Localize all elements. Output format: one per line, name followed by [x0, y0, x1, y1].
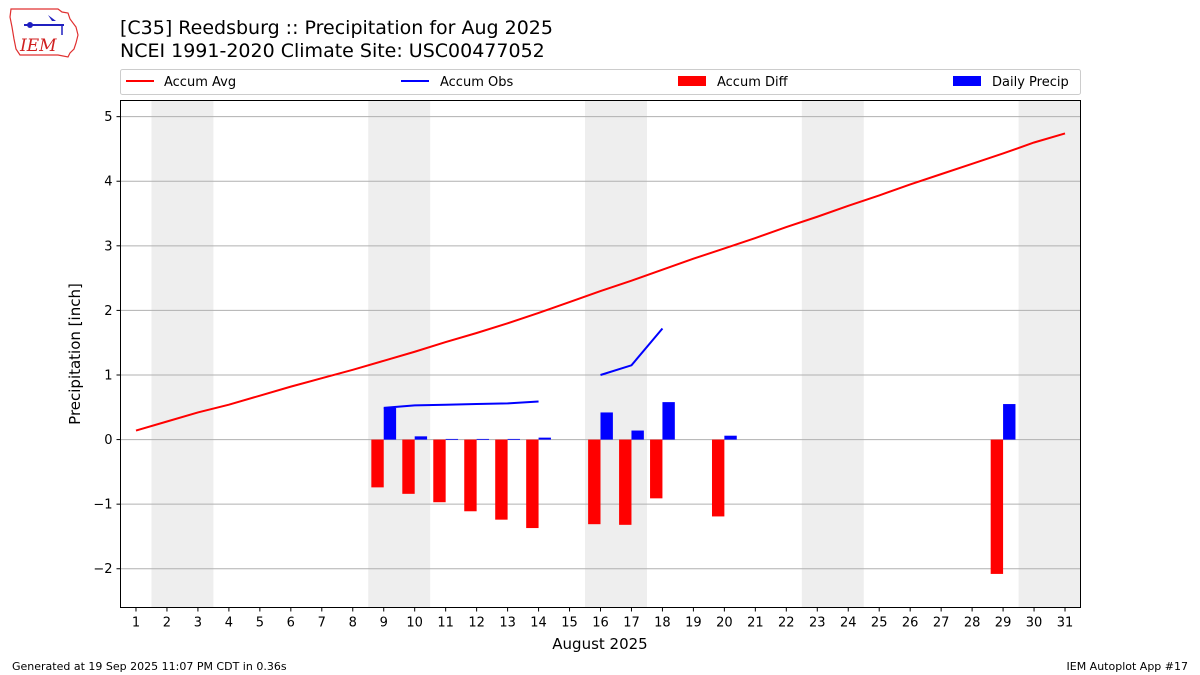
legend-label-accum-obs: Accum Obs — [440, 75, 513, 90]
legend-label-daily-precip: Daily Precip — [992, 75, 1069, 90]
x-tick-label-28: 28 — [964, 616, 981, 631]
y-tick-label-7: 5 — [104, 110, 112, 125]
legend-label-accum-avg: Accum Avg — [164, 75, 236, 90]
x-tick-label-12: 12 — [468, 616, 485, 631]
bars — [371, 402, 1016, 574]
x-tick-label-4: 4 — [225, 616, 233, 631]
y-tick-label-3: 1 — [104, 368, 112, 383]
legend-swatch-accum-diff — [678, 76, 706, 86]
x-tick-label-17: 17 — [623, 616, 640, 631]
accum-diff-bar-17 — [619, 439, 632, 525]
legend: Accum Avg Accum Obs Accum Diff Daily Pre… — [120, 69, 1081, 95]
legend-frame — [120, 69, 1081, 95]
x-tick-label-11: 11 — [437, 616, 454, 631]
x-tick-label-23: 23 — [809, 616, 826, 631]
x-axis-label: August 2025 — [552, 635, 647, 653]
x-tick-label-7: 7 — [318, 616, 326, 631]
x-tick-label-29: 29 — [995, 616, 1012, 631]
weekend-band-1 — [368, 100, 431, 608]
footer-generated: Generated at 19 Sep 2025 11:07 PM CDT in… — [12, 660, 287, 673]
x-tick-label-15: 15 — [561, 616, 578, 631]
legend-swatch-daily-precip — [953, 76, 981, 86]
daily-precip-bar-11 — [445, 438, 459, 440]
accum-obs-line-0 — [383, 400, 539, 409]
logo-text: IEM — [19, 36, 57, 56]
x-tick-label-27: 27 — [933, 616, 950, 631]
daily-precip-bar-18 — [662, 402, 675, 440]
accum-diff-bar-11 — [433, 439, 446, 503]
daily-precip-bar-9 — [383, 407, 397, 440]
x-tick-label-2: 2 — [163, 616, 171, 631]
x-tick-label-22: 22 — [778, 616, 795, 631]
daily-precip-bar-13 — [507, 438, 520, 440]
iem-logo: IEM — [9, 8, 79, 58]
daily-precip-bar-20 — [724, 435, 737, 440]
x-tick-label-1: 1 — [132, 616, 140, 631]
x-axis-ticks: 1 2 3 4 5 6 7 8 9 10 11 12 13 14 15 16 17 18 19 20 21 22 23 24 2… — [132, 607, 1074, 631]
accum-diff-bar-13 — [495, 439, 508, 520]
accum-diff-bar-16 — [588, 439, 601, 525]
chart-subtitle: NCEI 1991-2020 Climate Site: USC00477052 — [120, 40, 545, 62]
accum-avg-line — [135, 132, 1066, 432]
legend-label-accum-diff: Accum Diff — [717, 75, 789, 90]
daily-precip-bar-10 — [414, 436, 428, 440]
accum-diff-bar-18 — [650, 439, 663, 499]
x-tick-label-8: 8 — [349, 616, 357, 631]
daily-precip-bar-29 — [1003, 404, 1016, 440]
y-tick-label-4: 2 — [104, 304, 112, 319]
x-tick-label-20: 20 — [716, 616, 733, 631]
series-lines — [135, 132, 1066, 432]
x-tick-label-18: 18 — [654, 616, 671, 631]
daily-precip-bar-14 — [538, 437, 551, 440]
x-tick-label-6: 6 — [287, 616, 295, 631]
daily-precip-bar-12 — [476, 438, 490, 440]
y-tick-label-5: 3 — [104, 239, 112, 254]
x-tick-label-26: 26 — [902, 616, 919, 631]
x-tick-label-3: 3 — [194, 616, 202, 631]
footer-app: IEM Autoplot App #17 — [1066, 660, 1189, 673]
y-tick-label-2: 0 — [104, 433, 112, 448]
x-tick-label-21: 21 — [747, 616, 764, 631]
accum-diff-bar-12 — [464, 439, 477, 512]
weekend-band-2 — [585, 100, 647, 608]
x-tick-label-5: 5 — [256, 616, 264, 631]
accum-diff-bar-14 — [526, 439, 539, 529]
chart-title: [C35] Reedsburg :: Precipitation for Aug… — [120, 17, 553, 39]
x-tick-label-14: 14 — [530, 616, 547, 631]
y-tick-label-6: 4 — [104, 175, 112, 190]
x-tick-label-24: 24 — [840, 616, 857, 631]
weekend-band-4 — [1018, 100, 1081, 608]
y-axis-ticks: −2 −1 0 1 2 3 4 5 — [93, 110, 121, 577]
y-tick-label-1: −1 — [93, 498, 112, 513]
accum-obs-line-1 — [600, 327, 664, 376]
accum-diff-bar-9 — [371, 439, 384, 488]
weekend-band-3 — [801, 100, 864, 608]
weekend-bands — [151, 100, 1081, 608]
x-tick-label-9: 9 — [380, 616, 388, 631]
daily-precip-bar-16 — [600, 412, 613, 440]
x-tick-label-30: 30 — [1026, 616, 1043, 631]
y-axis-label: Precipitation [inch] — [66, 283, 84, 425]
daily-precip-bar-17 — [631, 430, 644, 440]
accum-diff-bar-10 — [402, 439, 415, 494]
weekend-band-0 — [151, 100, 214, 608]
x-tick-label-16: 16 — [592, 616, 609, 631]
accum-diff-bar-29 — [990, 439, 1004, 574]
x-tick-label-19: 19 — [685, 616, 702, 631]
x-tick-label-31: 31 — [1057, 616, 1074, 631]
x-tick-label-13: 13 — [499, 616, 516, 631]
x-tick-label-25: 25 — [871, 616, 888, 631]
accum-diff-bar-20 — [711, 439, 725, 517]
x-tick-label-10: 10 — [406, 616, 423, 631]
y-tick-label-0: −2 — [93, 562, 112, 577]
